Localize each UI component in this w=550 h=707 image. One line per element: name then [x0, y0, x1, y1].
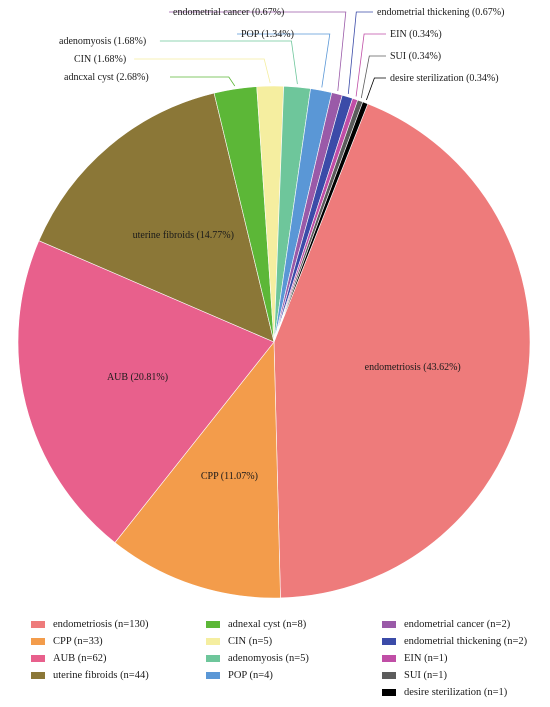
leader-line-adnexal-cyst: [170, 76, 236, 87]
legend-swatch: [31, 671, 45, 679]
legend-label: CIN (n=5): [228, 635, 273, 647]
legend-item-adenomyosis: adenomyosis (n=5): [206, 651, 309, 665]
legend-item-cpp: CPP (n=33): [31, 634, 103, 648]
legend-swatch: [382, 654, 396, 662]
slice-label-endometriosis: endometriosis (43.62%): [365, 362, 461, 373]
legend-item-ein: EIN (n=1): [382, 651, 448, 665]
legend-swatch: [382, 620, 396, 628]
slice-desire-sterilization: [273, 101, 369, 343]
leader-line-desire-sterilization: [366, 77, 386, 101]
legend-swatch: [206, 637, 220, 645]
legend-item-sui: SUI (n=1): [382, 668, 447, 682]
legend-item-aub: AUB (n=62): [31, 651, 106, 665]
slice-label-sui: SUI (0.34%): [390, 51, 441, 62]
legend-item-pop: POP (n=4): [206, 668, 273, 682]
legend-swatch: [382, 688, 396, 696]
leader-line-cin: [134, 58, 271, 84]
legend-swatch: [206, 620, 220, 628]
legend-swatch: [31, 654, 45, 662]
pie-chart: endometriosis (43.62%) CPP (11.07%) AUB (2…: [17, 7, 531, 599]
leader-line-adenomyosis: [159, 40, 298, 85]
slice-label-ein: EIN (0.34%): [390, 29, 442, 40]
slice-label-endometrial-cancer: endometrial cancer (0.67%): [173, 7, 284, 18]
legend-item-cin: CIN (n=5): [206, 634, 272, 648]
legend-swatch: [31, 620, 45, 628]
legend-label: POP (n=4): [228, 669, 273, 681]
slice-label-uterine-fibroids: uterine fibroids (14.77%): [133, 230, 234, 241]
leader-line-ein: [355, 33, 386, 97]
legend-label: AUB (n=62): [53, 652, 107, 664]
slice-label-adenomyosis: adenomyosis (1.68%): [59, 36, 146, 47]
legend-label: desire sterilization (n=1): [404, 686, 508, 698]
legend-label: adenomyosis (n=5): [228, 652, 309, 664]
leader-line-endometrial-cancer: [169, 11, 347, 92]
leader-line-pop: [237, 33, 331, 88]
legend-item-adnexal-cyst: adnexal cyst (n=8): [206, 617, 306, 631]
slice-endometriosis: [273, 103, 531, 599]
slice-label-endometrial-thickening: endometrial thickening (0.67%): [377, 7, 504, 18]
legend-swatch: [382, 671, 396, 679]
legend-swatch: [206, 671, 220, 679]
legend-label: adnexal cyst (n=8): [228, 618, 307, 630]
legend-label: SUI (n=1): [404, 669, 447, 681]
slice-cpp: [114, 341, 281, 599]
legend-swatch: [382, 637, 396, 645]
slice-label-cin: CIN (1.68%): [74, 54, 126, 65]
slice-uterine-fibroids: [38, 92, 275, 343]
legend-swatch: [206, 654, 220, 662]
legend-label: CPP (n=33): [53, 635, 103, 647]
slice-label-pop: POP (1.34%): [241, 29, 294, 40]
legend-label: endometriosis (n=130): [53, 618, 149, 630]
legend-item-uterine-fibroids: uterine fibroids (n=44): [31, 668, 149, 682]
legend-label: endometrial cancer (n=2): [404, 618, 511, 630]
slice-aub: [17, 240, 275, 544]
slice-label-cpp: CPP (11.07%): [201, 471, 258, 482]
slice-label-desire-sterilization: desire sterilization (0.34%): [390, 73, 499, 84]
leader-line-endometrial-thickening: [347, 11, 373, 94]
legend-item-endometrial-thickening: endometrial thickening (n=2): [382, 634, 527, 648]
legend-item-endometriosis: endometriosis (n=130): [31, 617, 148, 631]
legend-item-desire-sterilization: desire sterilization (n=1): [382, 685, 507, 699]
slice-label-adnexal-cyst: adncxal cyst (2.68%): [64, 72, 149, 83]
legend: endometriosis (n=130) CPP (n=33) AUB (n=62…: [0, 617, 550, 703]
legend-item-endometrial-cancer: endometrial cancer (n=2): [382, 617, 510, 631]
legend-label: EIN (n=1): [404, 652, 448, 664]
legend-label: uterine fibroids (n=44): [53, 669, 149, 681]
legend-label: endometrial thickening (n=2): [404, 635, 528, 647]
legend-swatch: [31, 637, 45, 645]
slice-label-aub: AUB (20.81%): [107, 372, 168, 383]
leader-line-sui: [360, 55, 386, 99]
